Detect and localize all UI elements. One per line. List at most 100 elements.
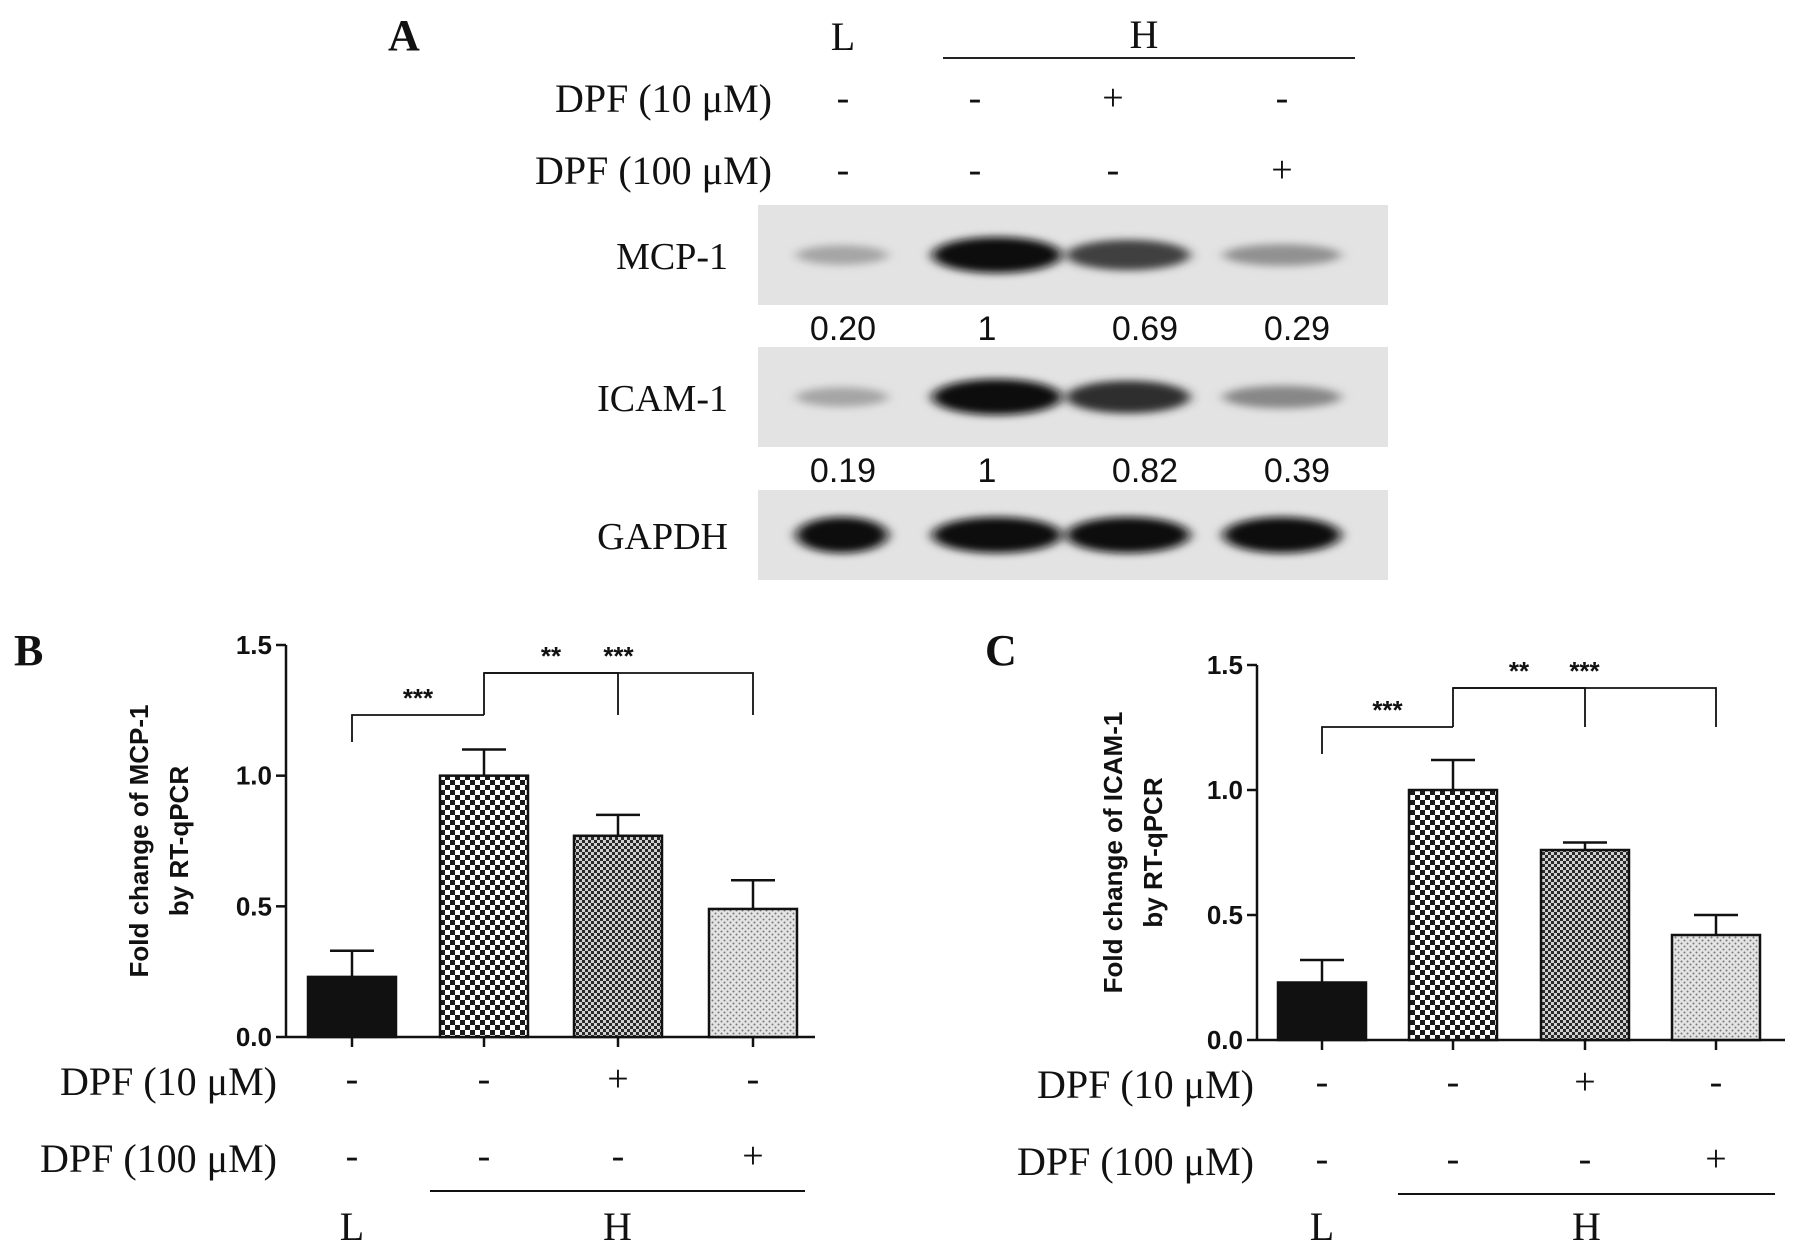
blot-band xyxy=(932,517,1062,553)
treatment-mark: - xyxy=(747,1058,760,1100)
treatment-mark: - xyxy=(612,1135,625,1177)
bar xyxy=(1276,981,1368,1042)
panel-a-treatment-mark: + xyxy=(1271,149,1292,191)
significance-bracket xyxy=(1452,687,1586,727)
blot-band xyxy=(1066,517,1190,553)
blot-band xyxy=(1066,380,1190,414)
treatment-mark: + xyxy=(607,1058,628,1100)
blot-band xyxy=(932,379,1062,415)
significance-bracket xyxy=(1321,726,1453,754)
blot-mcp-1: MCP-1 0.20 1 0.69 0.29 xyxy=(616,205,1388,348)
blot-band xyxy=(1223,244,1341,266)
blot-label: MCP-1 xyxy=(616,236,728,278)
bar xyxy=(707,907,799,1039)
bar xyxy=(1539,848,1631,1042)
treatment-mark: - xyxy=(1710,1061,1723,1103)
treatment-mark: + xyxy=(1574,1061,1595,1103)
significance-label: *** xyxy=(1569,656,1600,686)
bar xyxy=(306,975,398,1039)
blot-band xyxy=(796,517,888,553)
y-tick-label: 0.5 xyxy=(236,891,272,921)
panel-a-treatment-mark: - xyxy=(837,149,850,191)
panel-a-treatment-mark: + xyxy=(1102,77,1123,119)
blot-gapdh: GAPDH xyxy=(597,490,1388,580)
significance-bracket xyxy=(351,714,484,742)
treatment-mark: + xyxy=(1705,1138,1726,1180)
significance-label: ** xyxy=(541,641,562,671)
y-tick-label: 1.5 xyxy=(1207,650,1243,680)
panel-a-row-label: DPF (100 μM) xyxy=(535,148,772,193)
treatment-mark: - xyxy=(1447,1061,1460,1103)
panel-c-bar-chart: C 0.0 0.5 1.0 1.5 Fold change of ICAM-1 by RT-… xyxy=(985,626,1785,1249)
y-tick-label: 1.0 xyxy=(1207,775,1243,805)
y-axis-label-line: by RT-qPCR xyxy=(1138,777,1168,927)
significance-bracket xyxy=(1453,687,1717,727)
significance-bracket xyxy=(484,672,754,715)
blot-band xyxy=(796,387,888,407)
y-tick-label: 1.0 xyxy=(236,761,272,791)
treatment-mark: - xyxy=(478,1135,491,1177)
blot-label: ICAM-1 xyxy=(597,378,728,420)
y-tick-label: 0.0 xyxy=(1207,1025,1243,1055)
panel-a-group-low-label: L xyxy=(831,14,855,59)
treatment-mark: - xyxy=(346,1135,359,1177)
blot-quantification: 0.19 xyxy=(810,452,876,490)
y-axis-label-line: by RT-qPCR xyxy=(164,766,194,916)
bar xyxy=(572,834,664,1039)
group-high-label: H xyxy=(603,1204,632,1249)
significance-label: *** xyxy=(603,641,634,671)
treatment-mark: - xyxy=(1316,1138,1329,1180)
blot-quantification: 0.29 xyxy=(1264,310,1330,348)
panel-a-treatment-mark: - xyxy=(1276,77,1289,119)
panel-a-blots: MCP-1 0.20 1 0.69 0.29 ICAM-1 0.19 1 0.82 0.39 GAP… xyxy=(597,205,1388,580)
y-axis-label: Fold change of ICAM-1 by RT-qPCR xyxy=(1098,712,1168,994)
blot-band xyxy=(796,245,888,265)
panel-a-group-high-label: H xyxy=(1130,12,1159,57)
y-axis-label-line: Fold change of ICAM-1 xyxy=(1098,712,1128,994)
treatment-row-label: DPF (100 μM) xyxy=(40,1136,277,1181)
treatment-row-label: DPF (100 μM) xyxy=(1017,1139,1254,1184)
significance-label: *** xyxy=(1372,695,1403,725)
group-high-label: H xyxy=(1572,1204,1601,1249)
y-tick-label: 0.5 xyxy=(1207,900,1243,930)
panel-letter: C xyxy=(985,626,1017,675)
panel-a-treatment-rows: DPF (10 μM) - - + - DPF (100 μM) - - - + xyxy=(535,76,1293,193)
panel-a-treatment-mark: - xyxy=(969,149,982,191)
panel-a-row-label: DPF (10 μM) xyxy=(555,76,772,121)
significance-bracket xyxy=(483,672,619,715)
panel-letter: B xyxy=(14,626,43,675)
blot-quantification: 0.69 xyxy=(1112,310,1178,348)
blot-band xyxy=(1066,239,1190,271)
bar xyxy=(438,774,530,1039)
panel-a-treatment-mark: - xyxy=(837,77,850,119)
treatment-mark: - xyxy=(478,1058,491,1100)
blot-quantification: 0.20 xyxy=(810,310,876,348)
group-low-label: L xyxy=(1310,1204,1334,1249)
blot-icam-1: ICAM-1 0.19 1 0.82 0.39 xyxy=(597,347,1388,490)
blot-quantification: 1 xyxy=(978,310,997,348)
panel-b-bar-chart: B 0.0 0.5 1.0 1.5 Fold change of MCP-1 by RT-q… xyxy=(14,626,815,1249)
treatment-mark: - xyxy=(1579,1138,1592,1180)
treatment-row-label: DPF (10 μM) xyxy=(1037,1062,1254,1107)
treatment-mark: - xyxy=(1447,1138,1460,1180)
blot-quantification: 0.39 xyxy=(1264,452,1330,490)
significance-label: *** xyxy=(403,683,434,713)
treatment-mark: + xyxy=(742,1135,763,1177)
treatment-mark: - xyxy=(346,1058,359,1100)
panel-a-treatment-mark: - xyxy=(969,77,982,119)
y-tick-label: 1.5 xyxy=(236,630,272,660)
y-tick-label: 0.0 xyxy=(236,1022,272,1052)
panel-a-letter: A xyxy=(388,11,420,60)
blot-label: GAPDH xyxy=(597,516,728,558)
y-axis-label: Fold change of MCP-1 by RT-qPCR xyxy=(124,705,194,978)
blot-quantification: 1 xyxy=(978,452,997,490)
panel-a-treatment-mark: - xyxy=(1107,149,1120,191)
treatment-mark: - xyxy=(1316,1061,1329,1103)
bar xyxy=(1407,788,1499,1042)
significance-label: ** xyxy=(1509,656,1530,686)
treatment-row-label: DPF (10 μM) xyxy=(60,1059,277,1104)
y-axis-label-line: Fold change of MCP-1 xyxy=(124,705,154,978)
blot-band xyxy=(1223,517,1341,553)
